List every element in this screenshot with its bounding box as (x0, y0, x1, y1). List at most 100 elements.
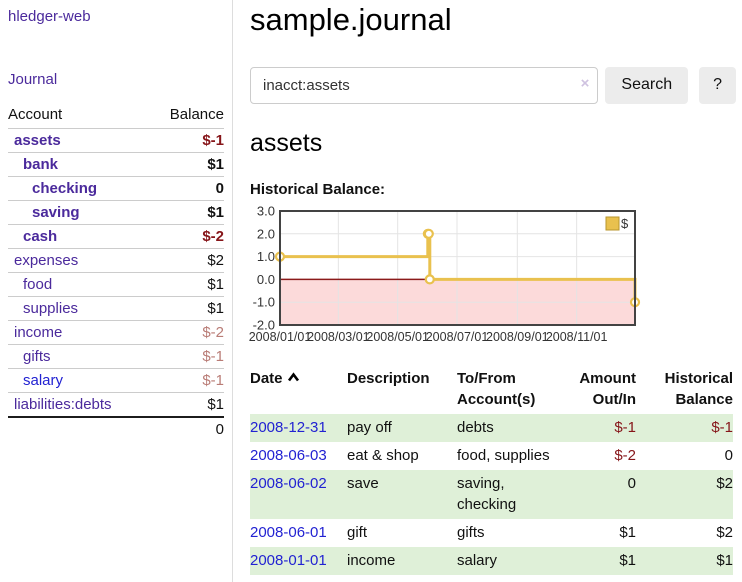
account-row: liabilities:debts $1 (8, 392, 224, 418)
account-link-checking[interactable]: checking (32, 180, 98, 197)
svg-text:-2.0: -2.0 (253, 317, 275, 332)
transaction-date-link[interactable]: 2008-12-31 (250, 419, 327, 437)
svg-text:2008/07/01: 2008/07/01 (426, 330, 489, 344)
account-balance: $1 (149, 392, 224, 418)
svg-text:2008/11/01: 2008/11/01 (546, 330, 608, 344)
register-table-body: 2008-12-31 pay off debts $-1 $-1 2008-06-03 ea… (250, 414, 733, 575)
account-balance: $-1 (149, 344, 224, 369)
accounts-header-balance: Balance (149, 103, 224, 129)
column-header-description: Description (347, 369, 430, 387)
transaction-accounts: gifts (457, 524, 485, 542)
transaction-row[interactable]: 2008-06-01 gift gifts $1 $2 (250, 519, 733, 547)
transaction-row[interactable]: 2008-06-03 eat & shop food, supplies $-2 0 (250, 442, 733, 470)
column-header-amount: Amount Out/In (579, 369, 636, 409)
transaction-description: income (347, 551, 396, 569)
account-section-title: assets (250, 128, 323, 157)
transaction-row[interactable]: 2008-12-31 pay off debts $-1 $-1 (250, 414, 733, 442)
account-link-cash[interactable]: cash (23, 228, 58, 245)
transaction-date-link[interactable]: 2008-06-01 (250, 524, 327, 542)
transaction-amount: $1 (619, 551, 636, 569)
svg-text:-1.0: -1.0 (253, 294, 275, 309)
account-link-saving[interactable]: saving (32, 204, 80, 221)
account-balance: $1 (149, 272, 224, 297)
accounts-table: Account Balance assets $-1 bank $1 checking 0… (8, 103, 224, 441)
search-button[interactable]: Search (605, 66, 689, 104)
transaction-amount: $1 (619, 524, 636, 542)
chart-container: $3.0 2.0 1.0 0.0 -1.0 -2.0 2008/01/01 2008/03/0… (249, 203, 736, 345)
transaction-description: pay off (347, 419, 392, 437)
clear-search-icon[interactable]: × (580, 74, 590, 92)
svg-text:$: $ (621, 216, 629, 231)
account-balance: $1 (149, 152, 224, 177)
account-link-liabilities-debts[interactable]: liabilities:debts (14, 396, 112, 413)
transaction-accounts: salary (457, 551, 498, 569)
help-button[interactable]: ? (699, 66, 736, 104)
account-balance: $-1 (149, 368, 224, 393)
register-table-header: Date Description To/From Account(s) Amou… (250, 365, 733, 415)
transaction-row[interactable]: 2008-06-02 save saving, checking 0 $2 (250, 469, 733, 520)
svg-text:2008/03/01: 2008/03/01 (307, 330, 370, 344)
account-row: cash $-2 (8, 224, 224, 249)
account-row: income $-2 (8, 320, 224, 345)
sort-ascending-icon (287, 371, 299, 381)
transaction-accounts: saving, checking (457, 474, 517, 514)
search-form: × Search ? (250, 66, 736, 104)
svg-text:1.0: 1.0 (257, 249, 275, 264)
account-link-salary[interactable]: salary (23, 372, 64, 389)
sidebar-item-journal[interactable]: Journal (8, 71, 58, 88)
account-balance: 0 (149, 176, 224, 201)
transaction-description: save (347, 474, 379, 492)
search-input[interactable] (250, 66, 599, 104)
page-title: sample.journal (250, 2, 452, 37)
account-link-expenses[interactable]: expenses (14, 252, 79, 269)
account-link-food[interactable]: food (23, 276, 53, 293)
svg-text:2.0: 2.0 (257, 226, 275, 241)
transaction-date-link[interactable]: 2008-06-03 (250, 446, 327, 464)
transaction-row[interactable]: 2008-01-01 income salary $1 $1 (250, 546, 733, 575)
column-header-accounts: To/From Account(s) (457, 369, 536, 409)
account-link-supplies[interactable]: supplies (23, 300, 79, 317)
account-link-assets[interactable]: assets (14, 132, 61, 149)
account-link-gifts[interactable]: gifts (23, 348, 51, 365)
transaction-description: gift (347, 524, 368, 542)
svg-text:2008/01/01: 2008/01/01 (249, 330, 312, 344)
main-content: sample.journal × Search ? assets Histori… (249, 0, 736, 575)
column-header-balance: Historical Balance (664, 369, 733, 409)
svg-text:0.0: 0.0 (257, 272, 275, 287)
account-row: gifts $-1 (8, 344, 224, 369)
svg-text:2008/05/01: 2008/05/01 (366, 330, 429, 344)
register-table: Date Description To/From Account(s) Amou… (250, 365, 733, 575)
accounts-table-body: assets $-1 bank $1 checking 0 saving $1 cash $-2 e… (8, 128, 224, 441)
account-balance: $-2 (149, 224, 224, 249)
transaction-balance: $2 (716, 524, 733, 542)
transaction-balance: $1 (716, 551, 733, 569)
accounts-table-header: Account Balance (8, 103, 224, 129)
account-row: saving $1 (8, 200, 224, 225)
transaction-date-link[interactable]: 2008-06-02 (250, 474, 327, 492)
account-balance: $2 (149, 248, 224, 273)
accounts-total-row: 0 (8, 416, 224, 441)
account-balance: $1 (149, 200, 224, 225)
transaction-description: eat & shop (347, 446, 419, 464)
transaction-balance: 0 (724, 446, 733, 464)
column-header-date-label: Date (250, 369, 283, 387)
svg-text:3.0: 3.0 (257, 203, 275, 218)
chart-title: Historical Balance: (250, 180, 386, 198)
transaction-accounts: debts (457, 419, 494, 437)
transaction-accounts: food, supplies (457, 446, 550, 464)
account-link-income[interactable]: income (14, 324, 63, 341)
account-row: assets $-1 (8, 128, 224, 153)
account-link-bank[interactable]: bank (23, 156, 59, 173)
transaction-date-link[interactable]: 2008-01-01 (250, 551, 327, 569)
column-header-date[interactable]: Date (250, 365, 347, 415)
account-row: bank $1 (8, 152, 224, 177)
transaction-balance: $2 (716, 474, 733, 492)
account-row: checking 0 (8, 176, 224, 201)
account-row: expenses $2 (8, 248, 224, 273)
app-title-link[interactable]: hledger-web (8, 8, 91, 25)
historical-balance-chart: $3.0 2.0 1.0 0.0 -1.0 -2.02008/01/012008/03/0… (249, 203, 641, 344)
transaction-amount: 0 (627, 474, 636, 492)
account-row: supplies $1 (8, 296, 224, 321)
account-balance: $-1 (149, 128, 224, 153)
account-balance: $1 (149, 296, 224, 321)
